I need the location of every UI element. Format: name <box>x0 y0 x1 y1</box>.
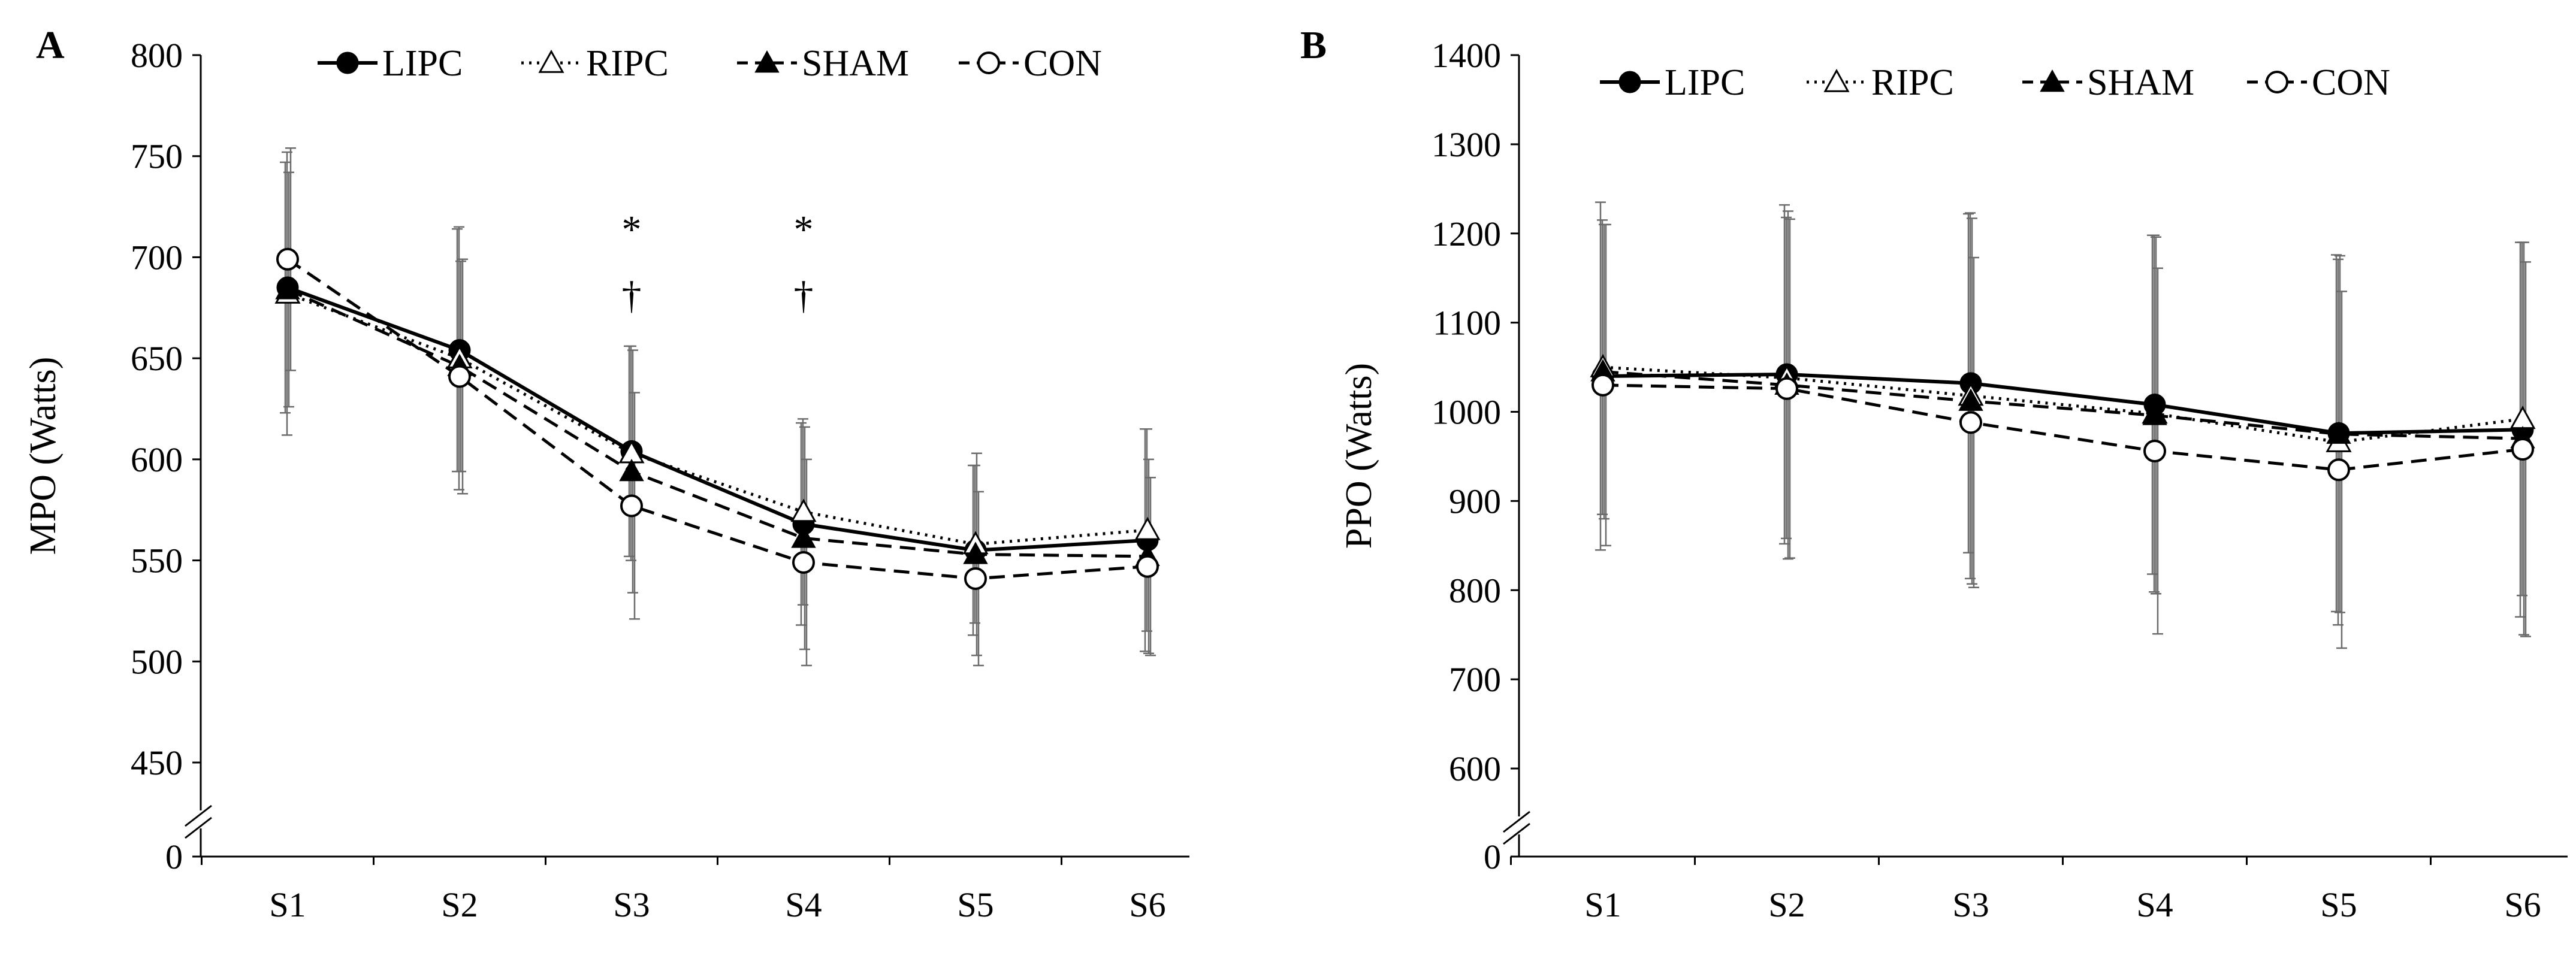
y-tick-label: 600 <box>131 440 183 479</box>
y-tick-label: 500 <box>131 642 183 681</box>
data-point-sham <box>2142 403 2167 425</box>
x-tick-label: S4 <box>2136 885 2173 924</box>
series-line-sham <box>1602 370 2523 440</box>
y-tick-label: 700 <box>131 238 183 277</box>
series-line-sham <box>286 288 1148 558</box>
x-tick-label: S5 <box>2320 885 2357 924</box>
data-point-con <box>964 567 987 590</box>
axis-break-mark <box>1503 822 1530 845</box>
legend-marker-lipc <box>336 52 359 74</box>
y-tick-label: 1000 <box>1432 393 1501 432</box>
legend: LIPC RIPC SHAM CON <box>318 43 1102 84</box>
series-line-con <box>1602 383 2523 471</box>
y-tick-label-zero: 0 <box>165 837 183 876</box>
significance-dagger: † <box>622 274 642 317</box>
data-point-sham <box>275 277 300 299</box>
series-line-ripc <box>1602 365 2523 444</box>
y-tick-label: 800 <box>131 36 183 75</box>
data-point-ripc <box>2509 406 2536 429</box>
legend-label-lipc: LIPC <box>1665 62 1745 103</box>
data-point-ripc <box>1134 516 1161 540</box>
x-tick-label: S5 <box>957 885 993 924</box>
y-axis-title: PPO (Watts) <box>1339 363 1379 549</box>
legend-marker-sham <box>2040 69 2065 92</box>
significance-asterisk: * <box>622 208 642 252</box>
axis-break-mark <box>185 816 212 839</box>
x-tick-label: S1 <box>1584 885 1621 924</box>
legend-label-sham: SHAM <box>2087 62 2194 103</box>
data-point-con <box>792 550 815 574</box>
series-line-ripc <box>287 292 1148 546</box>
axis-break-mark <box>1503 810 1530 833</box>
legend-label-con: CON <box>2312 62 2390 103</box>
data-point-sham <box>963 541 988 564</box>
y-tick-label: 450 <box>131 743 183 782</box>
data-point-con <box>1959 411 1982 434</box>
significance-asterisk: * <box>794 208 814 252</box>
data-point-sham <box>791 525 816 548</box>
data-point-sham <box>619 459 644 482</box>
legend-marker-ripc <box>1823 68 1850 92</box>
y-axis-title: MPO (Watts) <box>23 357 64 555</box>
data-point-con <box>1591 373 1614 397</box>
panel-a: A 450 500 550 600 650 700 750 800 0 MPO (Watts) S1 S… <box>23 23 1189 924</box>
legend-marker-con <box>977 52 1000 74</box>
y-tick-label-zero: 0 <box>1484 837 1501 876</box>
x-tick-label: S6 <box>2504 885 2541 924</box>
y-tick-label: 1400 <box>1432 36 1501 75</box>
legend-marker-sham <box>754 50 780 73</box>
data-point-ripc <box>790 498 817 522</box>
x-tick-label: S6 <box>1129 885 1165 924</box>
significance-dagger: † <box>794 274 814 317</box>
legend-label-ripc: RIPC <box>1871 62 1954 103</box>
series-line-lipc <box>1602 372 2523 435</box>
data-point-sham <box>2326 421 2351 444</box>
legend-marker-con <box>2266 71 2288 93</box>
legend-label-con: CON <box>1023 43 1102 84</box>
legend-label-ripc: RIPC <box>586 43 669 84</box>
data-point-con <box>1775 377 1798 400</box>
x-tick-label: S2 <box>441 885 478 924</box>
y-tick-label: 1200 <box>1432 214 1501 253</box>
data-point-con <box>448 365 471 388</box>
legend: LIPC RIPC SHAM CON <box>1600 62 2390 103</box>
series-line-con <box>286 258 1148 580</box>
series-line-lipc <box>286 286 1148 552</box>
x-tick-label: S1 <box>269 885 306 924</box>
panel-letter: B <box>1300 23 1327 67</box>
x-tick-label: S3 <box>1952 885 1989 924</box>
data-point-con <box>620 494 643 518</box>
panel-letter: A <box>36 23 65 67</box>
data-point-con <box>2143 440 2166 463</box>
legend-marker-lipc <box>1618 71 1641 93</box>
data-point-con <box>1136 555 1159 578</box>
y-tick-label: 800 <box>1449 571 1501 610</box>
data-point-con <box>2327 458 2350 482</box>
y-tick-label: 1100 <box>1433 304 1501 343</box>
y-tick-label: 1300 <box>1432 125 1501 164</box>
panel-b: B 600 700 800 900 1000 1100 1200 1300 1400 0 PPO (W… <box>1300 23 2568 924</box>
y-tick-label: 900 <box>1449 482 1501 521</box>
legend-label-sham: SHAM <box>802 43 909 84</box>
y-tick-label: 750 <box>131 137 183 176</box>
y-tick-label: 550 <box>131 541 183 580</box>
x-tick-label: S4 <box>785 885 822 924</box>
data-point-con <box>2511 438 2534 461</box>
legend-label-lipc: LIPC <box>382 43 463 84</box>
x-tick-label: S3 <box>613 885 650 924</box>
data-point-con <box>276 247 299 271</box>
y-tick-label: 600 <box>1449 749 1501 788</box>
y-tick-label: 650 <box>131 339 183 378</box>
data-point-sham <box>1958 388 1983 411</box>
axis-break-mark <box>185 804 212 827</box>
x-tick-label: S2 <box>1768 885 1805 924</box>
y-tick-label: 700 <box>1449 660 1501 699</box>
legend-marker-ripc <box>538 49 564 73</box>
